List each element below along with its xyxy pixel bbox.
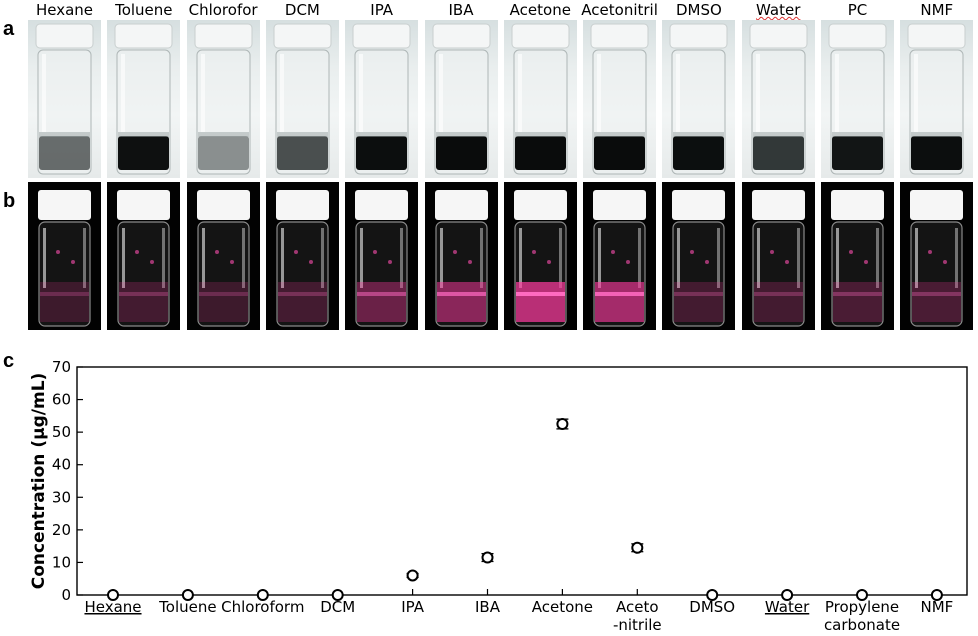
- vial-icon: [590, 23, 649, 175]
- x-tick-label: Toluene: [158, 598, 216, 616]
- solvent-label: Toluene: [115, 1, 173, 19]
- vial-photo-laser: [424, 182, 498, 330]
- vial-photo-ambient: [186, 20, 260, 178]
- vial-icon: [273, 23, 332, 175]
- panel-letter-b: b: [3, 190, 16, 212]
- vial-icon: [434, 190, 488, 327]
- data-point: [556, 418, 569, 430]
- vial-photo-ambient: [265, 20, 339, 178]
- vial-icon: [196, 190, 250, 327]
- vial-photo-laser: [583, 182, 657, 330]
- x-tick-label: DCM: [320, 598, 355, 616]
- data-point: [331, 589, 344, 601]
- vial-icon: [672, 190, 726, 327]
- vial-icon: [907, 23, 966, 175]
- data-point: [256, 589, 269, 601]
- vial-icon: [35, 23, 94, 175]
- vial-icon: [511, 23, 570, 175]
- vial-icon: [828, 23, 887, 175]
- solvent-label: NMF: [920, 1, 954, 19]
- vial-photo-ambient: [424, 20, 498, 178]
- x-tick-label: Propylene: [825, 598, 899, 616]
- vial-photo-ambient: [345, 20, 419, 178]
- vial-icon: [669, 23, 728, 175]
- vial-icon: [749, 23, 808, 175]
- vial-photo-laser: [186, 182, 260, 330]
- vial-photo-ambient: [900, 20, 974, 178]
- solvent-label: IBA: [448, 1, 474, 19]
- x-tick-label: Acetone: [532, 598, 593, 616]
- solvent-label: PC: [847, 1, 868, 19]
- vial-icon: [593, 190, 647, 327]
- y-axis-label: Concentration (μg/mL): [29, 373, 49, 590]
- vial-photo-laser: [28, 182, 101, 330]
- vial-icon: [432, 23, 490, 175]
- vial-photo-laser: [900, 182, 974, 330]
- y-tick-label: 70: [52, 358, 71, 376]
- vial-icon: [751, 190, 805, 327]
- data-point: [930, 589, 943, 601]
- x-tick-label: Chloroform: [221, 598, 304, 616]
- panel-letter-c: c: [3, 350, 15, 372]
- vial-photo-ambient: [503, 20, 577, 178]
- x-tick-label: Aceto: [616, 598, 659, 616]
- vial-icon: [910, 190, 964, 327]
- x-tick-label: DMSO: [689, 598, 735, 616]
- vial-icon: [831, 190, 884, 327]
- x-tick-label: Hexane: [84, 598, 141, 616]
- solvent-label: DMSO: [675, 1, 722, 19]
- solvent-label: Acetone: [509, 1, 571, 19]
- vial-icon: [352, 23, 411, 175]
- vial-photo-laser: [662, 182, 736, 330]
- vial-photo-ambient: [821, 20, 894, 178]
- vial-photo-laser: [821, 182, 894, 330]
- solvent-label: Water: [756, 1, 801, 19]
- y-tick-label: 20: [52, 521, 71, 539]
- data-point: [181, 589, 194, 601]
- data-point: [406, 569, 419, 582]
- x-tick-label: IBA: [475, 598, 501, 616]
- solvent-label: IPA: [370, 1, 394, 19]
- x-tick-label: -nitrile: [613, 616, 662, 634]
- vial-photo-laser: [265, 182, 339, 330]
- plot-frame: [76, 366, 968, 596]
- data-point: [856, 589, 868, 601]
- vial-icon: [194, 23, 253, 175]
- vial-icon: [275, 190, 329, 327]
- vial-photo-ambient: [107, 20, 181, 178]
- data-point: [706, 589, 719, 601]
- data-point: [781, 589, 794, 601]
- vial-photo-ambient: [741, 20, 815, 178]
- y-tick-label: 40: [52, 456, 71, 474]
- vial-photo-ambient: [662, 20, 736, 178]
- vial-photo-laser: [345, 182, 419, 330]
- vial-photo-ambient: [583, 20, 657, 178]
- solvent-label: DCM: [284, 1, 320, 19]
- solvent-label: Hexane: [35, 1, 94, 19]
- vial-icon: [117, 190, 171, 327]
- y-tick-label: 30: [52, 488, 71, 506]
- x-tick-label: IPA: [401, 598, 425, 616]
- vial-icon: [114, 23, 173, 175]
- panel-letter-a: a: [3, 18, 15, 40]
- x-tick-label: NMF: [921, 598, 954, 616]
- x-tick-label: carbonate: [824, 616, 900, 634]
- y-tick-label: 10: [52, 553, 71, 571]
- x-tick-label: Water: [765, 598, 810, 616]
- vial-photo-laser: [503, 182, 577, 330]
- y-tick-label: 60: [52, 391, 71, 409]
- y-tick-label: 0: [61, 586, 71, 604]
- vial-photo-laser: [107, 182, 181, 330]
- vial-photo-laser: [741, 182, 815, 330]
- vial-icon: [513, 190, 567, 327]
- y-tick-label: 50: [52, 423, 71, 441]
- vial-photo-ambient: [28, 20, 101, 178]
- vial-icon: [355, 190, 409, 327]
- vial-icon: [38, 190, 91, 327]
- data-point: [481, 551, 494, 564]
- data-point: [107, 589, 119, 601]
- data-point: [631, 541, 644, 554]
